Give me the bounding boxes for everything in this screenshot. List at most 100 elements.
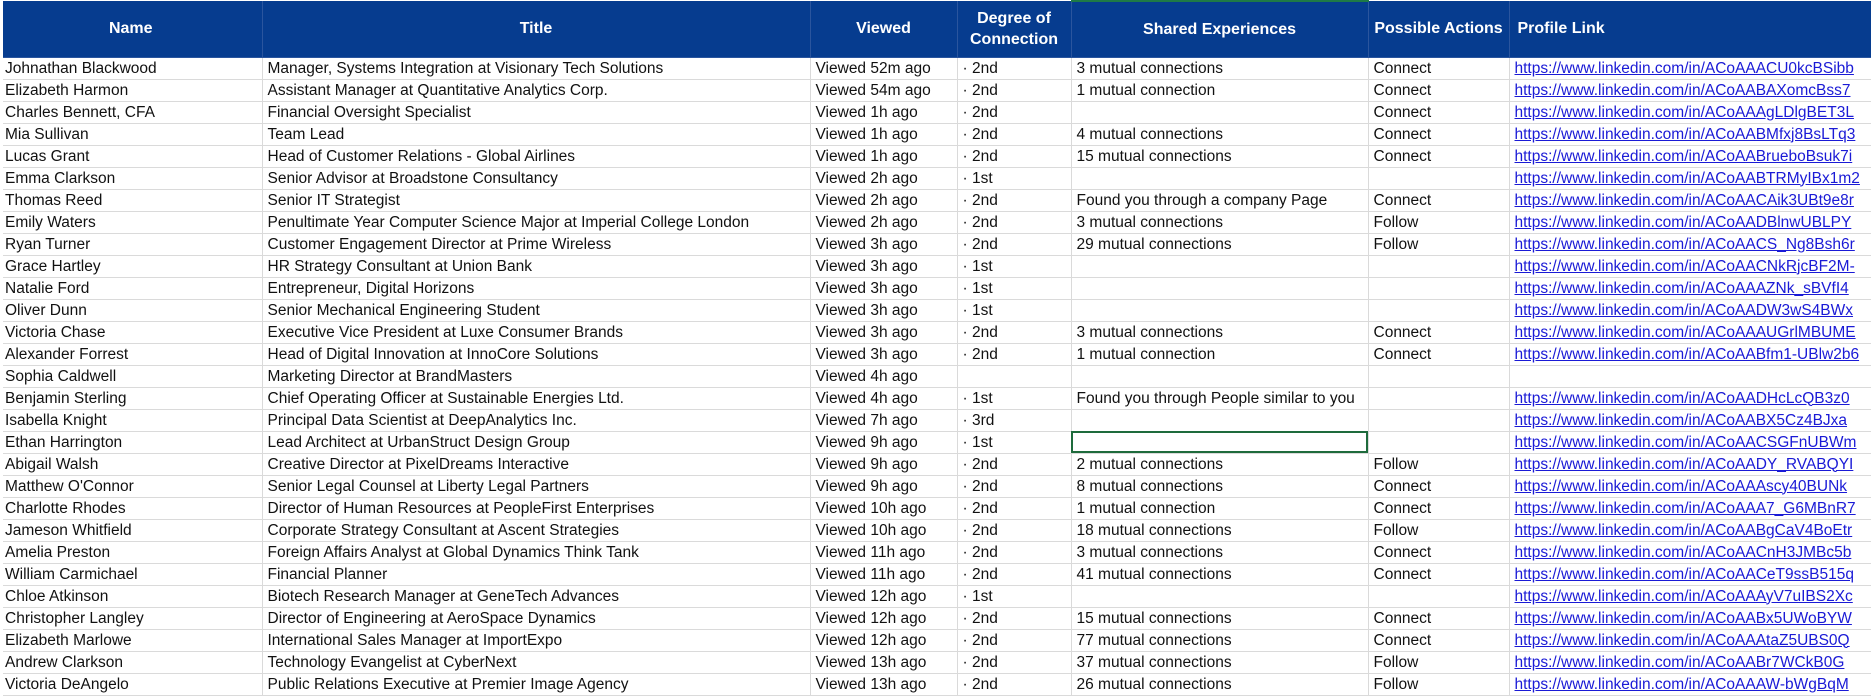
cell-name[interactable]: Christopher Langley [0, 607, 263, 630]
cell-shared-experiences[interactable]: 77 mutual connections [1071, 629, 1369, 652]
cell-viewed[interactable]: Viewed 4h ago [810, 387, 958, 410]
cell-possible-action[interactable]: Follow [1368, 233, 1510, 256]
cell-possible-action[interactable]: Connect [1368, 145, 1510, 168]
cell-degree[interactable]: · 1st [957, 277, 1072, 300]
cell-title[interactable]: HR Strategy Consultant at Union Bank [262, 255, 811, 278]
cell-title[interactable]: Senior Advisor at Broadstone Consultancy [262, 167, 811, 190]
cell-name[interactable]: Abigail Walsh [0, 453, 263, 476]
cell-degree[interactable]: · 2nd [957, 145, 1072, 168]
cell-degree[interactable] [957, 365, 1072, 388]
cell-name[interactable]: Grace Hartley [0, 255, 263, 278]
cell-viewed[interactable]: Viewed 3h ago [810, 299, 958, 322]
cell-title[interactable]: Foreign Affairs Analyst at Global Dynami… [262, 541, 811, 564]
cell-possible-action[interactable] [1368, 431, 1510, 454]
cell-viewed[interactable]: Viewed 13h ago [810, 673, 958, 696]
cell-profile-link[interactable]: https://www.linkedin.com/in/ACoAAAW-bWgB… [1509, 673, 1871, 696]
cell-possible-action[interactable]: Connect [1368, 321, 1510, 344]
cell-degree[interactable]: · 2nd [957, 607, 1072, 630]
cell-viewed[interactable]: Viewed 54m ago [810, 79, 958, 102]
cell-profile-link[interactable]: https://www.linkedin.com/in/ACoAACnH3JMB… [1509, 541, 1871, 564]
cell-possible-action[interactable]: Connect [1368, 563, 1510, 586]
cell-profile-link[interactable]: https://www.linkedin.com/in/ACoAACS_Ng8B… [1509, 233, 1871, 256]
cell-shared-experiences[interactable]: Found you through a company Page [1071, 189, 1369, 212]
cell-shared-experiences[interactable]: 3 mutual connections [1071, 57, 1369, 80]
cell-name[interactable]: Elizabeth Marlowe [0, 629, 263, 652]
cell-name[interactable]: Sophia Caldwell [0, 365, 263, 388]
cell-viewed[interactable]: Viewed 9h ago [810, 431, 958, 454]
cell-title[interactable]: Financial Planner [262, 563, 811, 586]
cell-title[interactable]: Lead Architect at UrbanStruct Design Gro… [262, 431, 811, 454]
cell-viewed[interactable]: Viewed 12h ago [810, 629, 958, 652]
cell-profile-link[interactable]: https://www.linkedin.com/in/ACoAAAtaZ5UB… [1509, 629, 1871, 652]
header-degree[interactable]: Degree of Connection [957, 1, 1072, 58]
cell-title[interactable]: Principal Data Scientist at DeepAnalytic… [262, 409, 811, 432]
cell-shared-experiences[interactable]: 3 mutual connections [1071, 321, 1369, 344]
cell-degree[interactable]: · 3rd [957, 409, 1072, 432]
cell-name[interactable]: Elizabeth Harmon [0, 79, 263, 102]
cell-profile-link[interactable]: https://www.linkedin.com/in/ACoAAAgLDlgB… [1509, 101, 1871, 124]
cell-title[interactable]: Chief Operating Officer at Sustainable E… [262, 387, 811, 410]
cell-viewed[interactable]: Viewed 3h ago [810, 343, 958, 366]
cell-title[interactable]: Director of Human Resources at PeopleFir… [262, 497, 811, 520]
cell-title[interactable]: Senior IT Strategist [262, 189, 811, 212]
cell-name[interactable]: Chloe Atkinson [0, 585, 263, 608]
cell-shared-experiences[interactable]: 15 mutual connections [1071, 145, 1369, 168]
header-viewed[interactable]: Viewed [810, 1, 958, 58]
cell-title[interactable]: Assistant Manager at Quantitative Analyt… [262, 79, 811, 102]
cell-degree[interactable]: · 2nd [957, 475, 1072, 498]
cell-profile-link[interactable]: https://www.linkedin.com/in/ACoAABr7WCkB… [1509, 651, 1871, 674]
cell-title[interactable]: International Sales Manager at ImportExp… [262, 629, 811, 652]
cell-viewed[interactable]: Viewed 2h ago [810, 189, 958, 212]
cell-viewed[interactable]: Viewed 2h ago [810, 211, 958, 234]
cell-viewed[interactable]: Viewed 13h ago [810, 651, 958, 674]
cell-title[interactable]: Financial Oversight Specialist [262, 101, 811, 124]
cell-degree[interactable]: · 2nd [957, 497, 1072, 520]
cell-profile-link[interactable]: https://www.linkedin.com/in/ACoAABX5Cz4B… [1509, 409, 1871, 432]
cell-viewed[interactable]: Viewed 3h ago [810, 233, 958, 256]
cell-shared-experiences[interactable] [1071, 409, 1369, 432]
cell-viewed[interactable]: Viewed 3h ago [810, 321, 958, 344]
cell-possible-action[interactable]: Connect [1368, 497, 1510, 520]
cell-title[interactable]: Executive Vice President at Luxe Consume… [262, 321, 811, 344]
cell-viewed[interactable]: Viewed 12h ago [810, 607, 958, 630]
cell-title[interactable]: Senior Legal Counsel at Liberty Legal Pa… [262, 475, 811, 498]
header-shared-experiences[interactable]: Shared Experiences [1071, 0, 1369, 58]
cell-viewed[interactable]: Viewed 11h ago [810, 541, 958, 564]
cell-title[interactable]: Head of Digital Innovation at InnoCore S… [262, 343, 811, 366]
cell-name[interactable]: Thomas Reed [0, 189, 263, 212]
cell-viewed[interactable]: Viewed 10h ago [810, 497, 958, 520]
cell-name[interactable]: Emily Waters [0, 211, 263, 234]
cell-possible-action[interactable] [1368, 299, 1510, 322]
cell-shared-experiences[interactable]: 1 mutual connection [1071, 79, 1369, 102]
cell-shared-experiences[interactable] [1071, 585, 1369, 608]
cell-profile-link[interactable]: https://www.linkedin.com/in/ACoAACNkRjcB… [1509, 255, 1871, 278]
cell-profile-link[interactable]: https://www.linkedin.com/in/ACoAADW3wS4B… [1509, 299, 1871, 322]
cell-shared-experiences[interactable]: 4 mutual connections [1071, 123, 1369, 146]
cell-name[interactable]: Alexander Forrest [0, 343, 263, 366]
cell-shared-experiences[interactable]: 2 mutual connections [1071, 453, 1369, 476]
cell-profile-link[interactable]: https://www.linkedin.com/in/ACoAAAUGrlMB… [1509, 321, 1871, 344]
cell-profile-link[interactable]: https://www.linkedin.com/in/ACoAACeT9ssB… [1509, 563, 1871, 586]
cell-degree[interactable]: · 2nd [957, 233, 1072, 256]
cell-viewed[interactable]: Viewed 3h ago [810, 277, 958, 300]
cell-viewed[interactable]: Viewed 1h ago [810, 145, 958, 168]
cell-shared-experiences[interactable]: 8 mutual connections [1071, 475, 1369, 498]
cell-profile-link[interactable]: https://www.linkedin.com/in/ACoAAA7_G6MB… [1509, 497, 1871, 520]
cell-viewed[interactable]: Viewed 4h ago [810, 365, 958, 388]
cell-degree[interactable]: · 2nd [957, 79, 1072, 102]
cell-degree[interactable]: · 1st [957, 299, 1072, 322]
cell-possible-action[interactable] [1368, 167, 1510, 190]
cell-degree[interactable]: · 2nd [957, 211, 1072, 234]
cell-name[interactable]: Johnathan Blackwood [0, 57, 263, 80]
cell-degree[interactable]: · 1st [957, 585, 1072, 608]
cell-shared-experiences[interactable]: 18 mutual connections [1071, 519, 1369, 542]
cell-name[interactable]: Ryan Turner [0, 233, 263, 256]
cell-degree[interactable]: · 2nd [957, 519, 1072, 542]
cell-title[interactable]: Entrepreneur, Digital Horizons [262, 277, 811, 300]
cell-possible-action[interactable] [1368, 255, 1510, 278]
cell-possible-action[interactable] [1368, 585, 1510, 608]
cell-degree[interactable]: · 1st [957, 387, 1072, 410]
cell-degree[interactable]: · 1st [957, 431, 1072, 454]
cell-name[interactable]: Charlotte Rhodes [0, 497, 263, 520]
cell-viewed[interactable]: Viewed 10h ago [810, 519, 958, 542]
